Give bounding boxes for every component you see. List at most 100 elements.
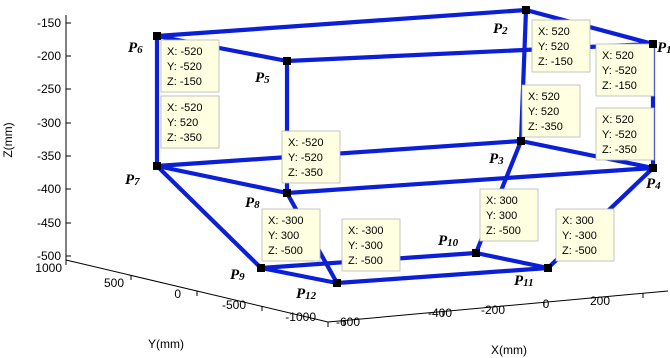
point-label-p4: P4 xyxy=(646,176,661,192)
point-label-p8: P8 xyxy=(245,195,260,211)
z-tick-label: -400 xyxy=(37,182,61,196)
point-marker-p12[interactable] xyxy=(333,279,341,287)
edge-p10-p11 xyxy=(473,250,551,271)
point-marker-p6[interactable] xyxy=(153,32,161,40)
datatip-y-value: Y: -520 xyxy=(602,129,637,141)
z-tick-marks xyxy=(66,22,71,257)
datatip-box xyxy=(261,208,321,262)
z-tick-label: -300 xyxy=(37,116,61,130)
point-label-p3: P3 xyxy=(489,151,504,167)
point-marker-p10[interactable] xyxy=(472,249,480,257)
datatip-p8[interactable]: X: -520 Y: -520 Z: -350 xyxy=(281,130,341,184)
y-tick-label: -500 xyxy=(222,298,246,312)
point-label-p9: P9 xyxy=(230,267,245,283)
datatip-p10[interactable]: X: 300 Y: 300 Z: -500 xyxy=(479,188,539,242)
datatip-box xyxy=(521,84,581,138)
point-marker-p7[interactable] xyxy=(153,162,161,170)
datatip-y-value: Y: -300 xyxy=(562,230,597,242)
point-marker-p4[interactable] xyxy=(649,164,657,172)
datatip-box xyxy=(479,188,539,242)
datatip-x-value: X: -300 xyxy=(268,215,303,227)
datatip-z-value: Z: -150 xyxy=(602,80,637,92)
datatip-box xyxy=(531,19,591,73)
y-tick-label: -1000 xyxy=(285,310,316,324)
datatip-y-value: Y: -520 xyxy=(167,61,202,73)
y-axis-label: Y(mm) xyxy=(148,337,184,351)
point-marker-p8[interactable] xyxy=(283,189,291,197)
point-label-p6: P6 xyxy=(128,40,143,56)
point-label-p1: P1 xyxy=(657,40,670,56)
markers-layer xyxy=(153,6,657,287)
point-label-p10: P10 xyxy=(438,233,459,249)
datatip-p12[interactable]: X: -300 Y: -300 Z: -500 xyxy=(341,218,401,272)
datatip-p7[interactable]: X: -520 Y: 520 Z: -350 xyxy=(160,95,220,149)
z-tick-label: -250 xyxy=(37,82,61,96)
z-tick-label: -450 xyxy=(37,216,61,230)
datatip-x-value: X: 300 xyxy=(562,215,594,227)
point-label-p7: P7 xyxy=(125,172,140,188)
datatip-p1[interactable]: X: 520 Y: -520 Z: -150 xyxy=(595,43,655,97)
point-marker-p5[interactable] xyxy=(283,57,291,65)
datatip-p2[interactable]: X: 520 Y: 520 Z: -150 xyxy=(531,19,591,73)
datatip-p11[interactable]: X: 300 Y: -300 Z: -500 xyxy=(555,208,615,262)
datatip-y-value: Y: 520 xyxy=(167,117,198,129)
y-tick-label: 1000 xyxy=(35,261,62,275)
datatip-z-value: Z: -350 xyxy=(602,144,637,156)
datatip-box xyxy=(595,107,655,161)
datatip-p5[interactable]: X: -520 Y: -520 Z: -150 xyxy=(160,39,220,93)
y-tick-labels: 1000 500 0 -500 -1000 xyxy=(35,261,316,324)
datatip-box xyxy=(160,39,220,93)
datatip-p3[interactable]: X: 520 Y: 520 Z: -350 xyxy=(521,84,581,138)
point-marker-p11[interactable] xyxy=(544,264,552,272)
datatip-x-value: X: -520 xyxy=(288,137,323,149)
x-tick-labels: -600 -400 -200 0 200 xyxy=(336,294,610,329)
datatip-y-value: Y: 520 xyxy=(538,41,569,53)
point-marker-p3[interactable] xyxy=(517,137,525,145)
datatip-box xyxy=(281,130,341,184)
edge-p12-p9 xyxy=(258,265,340,286)
x-tick-label: -200 xyxy=(481,303,505,317)
datatip-p9[interactable]: X: -300 Y: 300 Z: -500 xyxy=(261,208,321,262)
datatip-x-value: X: -520 xyxy=(167,46,202,58)
edge-p3-p4 xyxy=(518,138,656,171)
point-label-p11: P11 xyxy=(514,273,534,289)
point-marker-p2[interactable] xyxy=(522,6,530,14)
datatip-box xyxy=(341,218,401,272)
datatip-z-value: Z: -150 xyxy=(538,56,573,68)
z-tick-label: -150 xyxy=(37,16,61,30)
point-marker-p9[interactable] xyxy=(257,264,265,272)
x-tick-label: 0 xyxy=(543,297,550,311)
z-tick-label: -350 xyxy=(37,149,61,163)
datatip-z-value: Z: -500 xyxy=(562,245,597,257)
datatip-p4[interactable]: X: 520 Y: -520 Z: -350 xyxy=(595,107,655,161)
x-tick-marks xyxy=(343,293,644,325)
edge-p8-p7 xyxy=(154,163,290,196)
datatip-z-value: Z: -350 xyxy=(528,121,563,133)
x-tick-label: -600 xyxy=(336,315,360,329)
edge-p1-p5 xyxy=(284,41,656,64)
datatip-x-value: X: 520 xyxy=(602,114,634,126)
datatip-x-value: X: -300 xyxy=(348,225,383,237)
point-labels-layer: P1 P2 P3 P4 P5 P6 P7 P8 P9 P10 P11 P12 xyxy=(125,21,670,302)
edge-p7-p9 xyxy=(154,163,264,271)
point-marker-p1[interactable] xyxy=(649,40,657,48)
datatip-z-value: Z: -150 xyxy=(167,76,202,88)
datatip-box xyxy=(555,208,615,262)
datatip-y-value: Y: 300 xyxy=(268,230,299,242)
datatip-x-value: X: -520 xyxy=(167,102,202,114)
z-tick-label: -500 xyxy=(37,249,61,263)
point-label-p12: P12 xyxy=(296,286,317,302)
datatip-x-value: X: 520 xyxy=(538,26,570,38)
datatip-y-value: Y: -520 xyxy=(288,152,323,164)
datatip-z-value: Z: -350 xyxy=(167,132,202,144)
x-tick-label: -400 xyxy=(428,306,452,320)
datatip-x-value: X: 520 xyxy=(528,91,560,103)
y-tick-marks xyxy=(65,260,329,327)
y-tick-label: 0 xyxy=(174,287,181,301)
y-tick-label: 500 xyxy=(104,276,124,290)
x-tick-label: 200 xyxy=(590,294,610,308)
datatip-y-value: Y: 520 xyxy=(528,106,559,118)
datatip-box xyxy=(160,95,220,149)
edge-p11-p12 xyxy=(334,265,551,286)
edge-p4-p8 xyxy=(284,165,656,196)
